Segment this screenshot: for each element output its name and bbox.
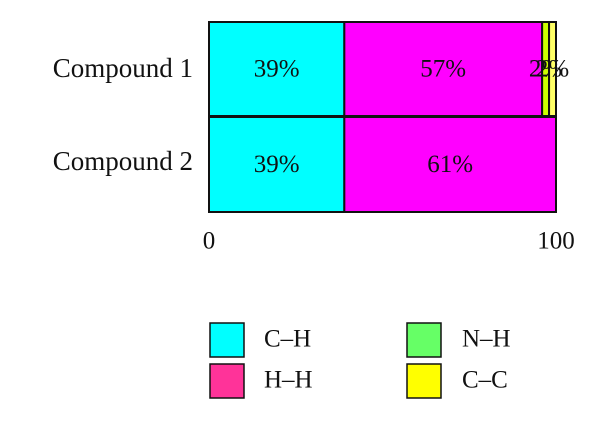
- x-tick-label-100: 100: [537, 228, 575, 255]
- legend-swatch-nh: [406, 322, 442, 358]
- category-label-compound-2: Compound 2: [53, 146, 193, 176]
- legend: C–H N–H H–H C–C: [209, 322, 511, 399]
- data-label-compound-1-h-h: 57%: [420, 56, 466, 83]
- legend-item-hh: H–H: [209, 363, 313, 399]
- legend-swatch-hh: [209, 363, 245, 399]
- legend-label-ch: C–H: [264, 326, 311, 353]
- legend-label-nh: N–H: [462, 326, 511, 353]
- data-label-compound-2-h-h: 61%: [427, 151, 473, 178]
- data-label-compound-2-c-h: 39%: [254, 151, 300, 178]
- bar-segment-compound-1-h-h: [343, 21, 544, 117]
- legend-label-cc: C–C: [462, 367, 508, 394]
- legend-label-hh: H–H: [264, 367, 313, 394]
- legend-swatch-ch: [209, 322, 245, 358]
- legend-item-nh: N–H: [406, 322, 511, 358]
- x-axis-ticks: 0 100: [203, 228, 575, 255]
- category-labels: Compound 1 Compound 2: [53, 53, 193, 176]
- bars-group: 39% 57% 2%2%39% 61%: [208, 21, 569, 213]
- category-label-compound-1: Compound 1: [53, 53, 193, 83]
- legend-item-ch: C–H: [209, 322, 311, 358]
- data-label-compound-1-c-c: 2%: [536, 56, 569, 83]
- data-label-compound-1-c-h: 39%: [254, 56, 300, 83]
- x-tick-label-0: 0: [203, 228, 216, 255]
- bar-segment-compound-2-h-h: [343, 116, 557, 213]
- legend-item-cc: C–C: [406, 363, 508, 399]
- bar-segment-compound-1-c-h: [208, 21, 346, 117]
- legend-swatch-cc: [406, 363, 442, 399]
- bar-segment-compound-2-c-h: [208, 116, 346, 213]
